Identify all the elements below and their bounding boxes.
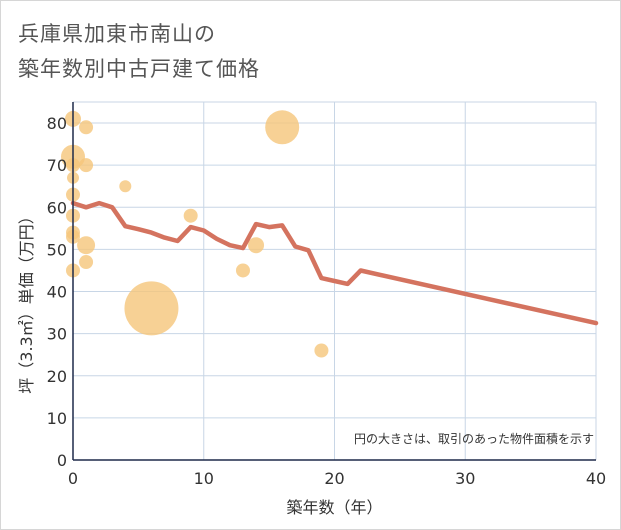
bubble-point-13 [119,180,132,193]
bubble-point-17 [248,237,265,254]
y-tick-label-70: 70 [47,156,67,175]
tick-labels: 0 10 20 30 40 50 60 70 80 0 10 20 30 40 [47,114,607,488]
x-tick-label-20: 20 [324,469,344,488]
bubble-point-16 [235,263,250,278]
y-axis-title: 坪（3.3㎡）単価（万円） [17,208,36,393]
y-tick-label-40: 40 [47,283,67,302]
bubble-point-11 [77,236,96,255]
x-tick-label-0: 0 [68,469,78,488]
x-tick-label-30: 30 [455,469,475,488]
bubble-point-18 [265,110,300,145]
bubble-point-19 [314,343,329,358]
average-price-line [70,200,599,326]
bubble-point-12 [79,255,94,270]
y-tick-label-60: 60 [47,198,67,217]
axes [72,102,596,461]
y-tick-label-50: 50 [47,240,67,259]
bubble-point-9 [79,120,94,135]
chart-title-line-1: 兵庫県加東市南山の [18,22,216,46]
y-tick-label-80: 80 [47,114,67,133]
chart-title: 兵庫県加東市南山の 築年数別中古戸建て価格 [18,17,260,87]
y-tick-label-10: 10 [47,409,67,428]
x-tick-label-10: 10 [194,469,214,488]
x-axis-title: 築年数（年） [286,498,382,517]
y-tick-label-0: 0 [57,451,67,470]
bubble-point-10 [79,158,94,173]
bubble-point-15 [183,208,198,223]
size-note: 円の大きさは、取引のあった物件面積を示す [354,431,594,446]
x-tick-label-40: 40 [586,469,606,488]
chart-title-line-2: 築年数別中古戸建て価格 [18,57,260,81]
line-layer [70,200,599,326]
y-tick-label-30: 30 [47,325,67,344]
y-tick-label-20: 20 [47,367,67,386]
bubble-point-14 [124,281,179,336]
